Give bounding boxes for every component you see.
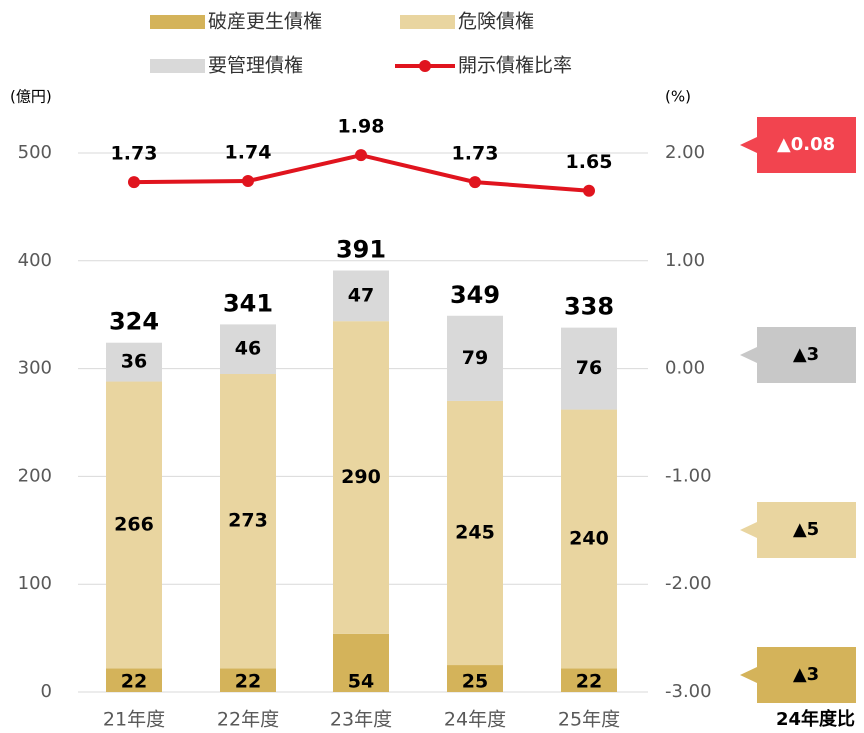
y-tick-label: 100 [18,573,52,594]
y2-axis-label: (%) [665,88,691,106]
bar-label: 25 [462,671,488,693]
badge-label: ▲3 [793,344,819,365]
legend-label: 危険債権 [458,11,534,33]
bar-segment [220,324,276,374]
x-tick-label: 24年度 [444,709,506,731]
line-label: 1.98 [338,116,385,138]
total-label: 324 [109,308,159,336]
bar-segment [106,342,162,382]
y-tick-label: 0 [41,681,52,702]
bar-label: 36 [121,351,147,373]
footnote: 24年度比 [776,708,855,730]
legend-label: 開示債権比率 [458,55,572,77]
line-marker [128,176,140,189]
badge-label: ▲5 [793,519,819,540]
legend-marker [419,60,431,72]
bar-segment [447,400,503,666]
bar-segment [447,315,503,401]
y-tick-label: 400 [18,250,52,271]
bar-segment [106,381,162,669]
y2-tick-label: -3.00 [665,681,712,702]
bar-segment [220,668,276,692]
legend-swatch [150,15,205,29]
legend-swatch [150,59,205,73]
y-tick-label: 500 [18,142,52,163]
bar-segment [561,327,617,410]
line-label: 1.65 [566,151,613,173]
badge-label: ▲0.08 [777,134,835,155]
bar-label: 245 [455,521,495,543]
line-label: 1.74 [225,142,272,164]
bar-label: 240 [569,527,609,549]
line-marker [469,176,481,189]
bar-label: 22 [576,671,602,693]
bar-label: 54 [348,671,374,693]
bar-segment [220,373,276,669]
bar-label: 273 [228,510,268,532]
bar-label: 46 [235,338,261,360]
bar-label: 266 [114,513,154,535]
x-tick-label: 22年度 [217,709,279,731]
x-tick-label: 25年度 [558,709,620,731]
bar-label: 22 [235,671,261,693]
badge [740,502,856,558]
line-marker [242,175,254,188]
y-axis-label: (億円) [10,88,52,106]
bar-segment [561,668,617,692]
bar-segment [561,409,617,669]
line-label: 1.73 [111,143,158,165]
badge [740,327,856,383]
bar-segment [333,270,389,322]
bar-label: 79 [462,347,488,369]
bar-label: 290 [341,466,381,488]
badge [740,647,856,703]
y-tick-label: 300 [18,358,52,379]
badge [740,117,856,173]
y2-tick-label: 1.00 [665,250,705,271]
legend-label: 要管理債権 [208,55,303,77]
y2-tick-label: 2.00 [665,142,705,163]
x-tick-label: 21年度 [103,709,165,731]
legend-swatch [400,15,455,29]
legend-label: 破産更生債権 [208,11,322,33]
bar-label: 22 [121,671,147,693]
line-label: 1.73 [452,143,499,165]
badge-label: ▲3 [793,664,819,685]
bar-segment [333,321,389,634]
bar-segment [106,668,162,692]
line-marker [583,184,595,197]
bar-segment [333,633,389,692]
x-tick-label: 23年度 [330,709,392,731]
y2-tick-label: 0.00 [665,358,705,379]
y2-tick-label: -2.00 [665,573,712,594]
total-label: 338 [564,293,614,321]
bar-label: 47 [348,284,374,306]
bar-label: 76 [576,357,602,379]
total-label: 391 [336,236,386,264]
line-marker [355,149,367,162]
y2-tick-label: -1.00 [665,465,712,486]
total-label: 341 [223,289,273,317]
y-tick-label: 200 [18,465,52,486]
total-label: 349 [450,281,500,309]
bar-segment [447,665,503,692]
